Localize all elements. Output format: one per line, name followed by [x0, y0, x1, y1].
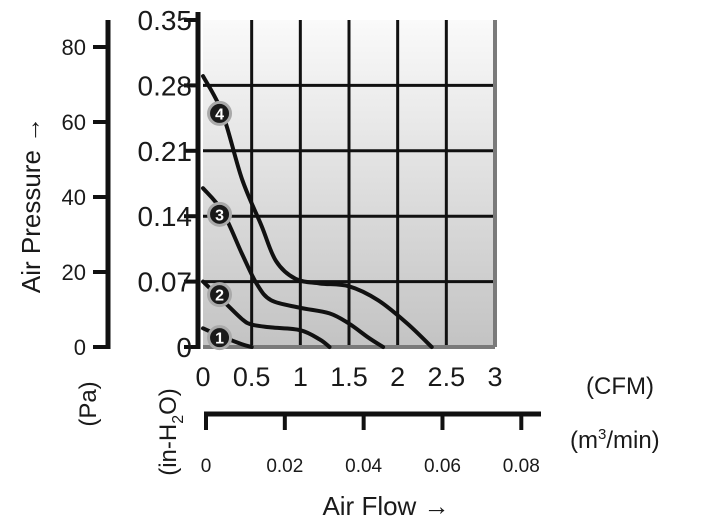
- curve-4: [201, 74, 434, 349]
- cfm-tick-label: 2.5: [428, 362, 466, 392]
- y-axis-label: Air Pressure →: [16, 117, 46, 293]
- inh2o-tick-label: 0.14: [138, 201, 193, 232]
- cfm-tick-label: 1: [293, 362, 308, 392]
- m3-unit: (m3/min): [570, 426, 660, 454]
- inh2o-tick-label: 0.28: [138, 70, 193, 101]
- curve-3: [201, 186, 386, 349]
- curve-marker-4: [207, 100, 233, 126]
- m3-tick-label: 0.02: [266, 456, 303, 477]
- cfm-unit: (CFM): [586, 373, 654, 400]
- m3-tick-label: 0: [201, 456, 212, 477]
- pa-tick-label: 60: [62, 110, 86, 135]
- inh2o-tick-label: 0: [176, 332, 192, 363]
- pa-tick-label: 20: [62, 260, 86, 285]
- curve-marker-2: [207, 282, 233, 308]
- curve-marker-label: 1: [215, 331, 224, 348]
- pa-tick-label: 0: [74, 335, 86, 360]
- curve-marker-label: 3: [215, 207, 224, 224]
- m3-tick-label: 0.06: [424, 456, 461, 477]
- cfm-tick-label: 0.5: [233, 362, 271, 392]
- grid: [203, 20, 497, 349]
- pa-unit: (Pa): [75, 381, 102, 426]
- curves: 1 2 3 4: [201, 74, 434, 351]
- curve-marker-3: [207, 201, 233, 227]
- curve-marker-1: [207, 325, 233, 351]
- inh2o-tick-label: 0.35: [138, 5, 193, 36]
- pa-tick-label: 40: [62, 185, 86, 210]
- m3-tick-label: 0.04: [345, 456, 382, 477]
- inh2o-tick-label: 0.07: [138, 267, 193, 298]
- pa-tick-label: 80: [62, 35, 86, 60]
- cfm-tick-label: 3: [487, 362, 502, 392]
- cfm-tick-label: 2: [390, 362, 405, 392]
- m3-tick-label: 0.08: [503, 456, 540, 477]
- curve-marker-label: 2: [215, 288, 224, 305]
- x-axis-label: Air Flow →: [322, 491, 449, 521]
- pa-axis: 0 20 40 60 80: [62, 20, 111, 360]
- cfm-tick-label: 0: [195, 362, 210, 392]
- cfm-tick-label: 1.5: [330, 362, 368, 392]
- m3-axis: 0 0.02 0.04 0.06 0.08: [201, 411, 541, 477]
- inh2o-axis: 0 0.07 0.14 0.21 0.28 0.35: [138, 5, 201, 363]
- curve-marker-label: 4: [215, 106, 224, 123]
- cfm-axis: 0 0.5 1 1.5 2 2.5 3: [195, 362, 502, 392]
- inh2o-unit: (in-H2O): [155, 388, 187, 476]
- inh2o-tick-label: 0.21: [138, 136, 193, 167]
